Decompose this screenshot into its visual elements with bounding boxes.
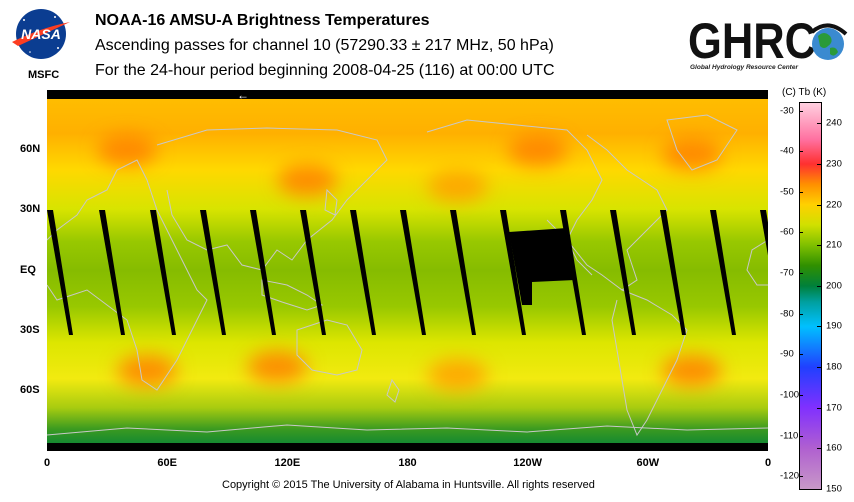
warm-region	[277, 164, 338, 197]
colorbar-tick	[817, 285, 821, 287]
colorbar-celsius-label: -40	[780, 145, 794, 157]
orbit-direction-arrow: ←	[237, 90, 249, 102]
latitude-label: 30S	[20, 323, 40, 336]
page-title: NOAA-16 AMSU-A Brightness Temperatures	[95, 12, 430, 29]
colorbar-celsius-label: -110	[780, 430, 799, 442]
swath-gap	[500, 210, 526, 335]
map-top-bar	[47, 90, 768, 99]
orbit-swath-gaps	[47, 210, 768, 335]
warm-region	[661, 138, 722, 171]
colorbar-tick	[799, 313, 803, 315]
warm-region	[247, 350, 308, 383]
colorbar-kelvin-label: 160	[826, 442, 842, 454]
colorbar-kelvin-label: 170	[826, 402, 842, 414]
nasa-logo: NASA	[12, 9, 70, 59]
colorbar-tick	[817, 326, 821, 328]
colorbar-tick	[799, 476, 803, 478]
colorbar-celsius-label: -70	[780, 267, 794, 279]
colorbar-tick	[799, 151, 803, 153]
warm-region	[427, 358, 488, 391]
colorbar-tick	[799, 232, 803, 234]
longitude-label: 180	[398, 457, 417, 469]
colorbar-tick	[817, 123, 821, 125]
colorbar-kelvin-label: 230	[826, 158, 842, 170]
swath-gap	[610, 210, 636, 335]
longitude-label: 60E	[157, 457, 177, 469]
swath-gap	[200, 210, 226, 335]
colorbar-tick	[799, 394, 803, 396]
longitude-label: 60W	[636, 457, 660, 469]
swath-gap	[760, 210, 768, 256]
longitude-label: 120W	[513, 457, 543, 469]
colorbar-celsius-label: -120	[780, 470, 800, 482]
ghrc-logo-text: GHRC	[688, 13, 816, 69]
map-bottom-bar	[47, 443, 768, 451]
colorbar-tick	[817, 489, 821, 490]
ghrc-logo: GHRC	[688, 13, 848, 69]
colorbar-tick	[799, 435, 803, 437]
warm-regions	[97, 134, 722, 391]
swath-gap	[250, 210, 276, 335]
colorbar-header: (C) Tb (K)	[782, 87, 827, 98]
channel-subtitle: Ascending passes for channel 10 (57290.3…	[95, 37, 554, 54]
colorbar-tick	[799, 110, 803, 112]
colorbar-tick	[799, 191, 803, 193]
swath-gap	[660, 210, 686, 335]
colorbar-celsius-label: -30	[780, 105, 794, 117]
missing-data-block	[509, 228, 575, 305]
colorbar-tick	[817, 407, 821, 409]
swath-gap	[300, 210, 326, 335]
brightness-temperature-map: ←	[47, 90, 768, 451]
swath-gap	[710, 210, 736, 335]
colorbar-tick	[817, 204, 821, 206]
colorbar-kelvin-label: 240	[826, 117, 842, 129]
swath-gap	[150, 210, 176, 335]
colorbar-kelvin-label: 180	[826, 361, 842, 373]
latitude-label: 30N	[20, 203, 41, 216]
colorbar-kelvin-label: 190	[826, 320, 842, 332]
warm-region	[97, 134, 158, 167]
colorbar-celsius-label: -50	[780, 186, 794, 198]
swath-gap	[47, 210, 73, 335]
swath-gap	[400, 210, 426, 335]
warm-region	[427, 170, 488, 203]
colorbar-kelvin-label: 210	[826, 239, 842, 251]
nasa-logo-text: NASA	[21, 26, 61, 42]
colorbar-tick	[817, 448, 821, 450]
warm-region	[661, 354, 722, 387]
colorbar-celsius-label: -60	[780, 226, 794, 238]
longitude-label: 0	[764, 457, 772, 469]
colorbar	[799, 102, 822, 490]
colorbar-tick	[817, 367, 821, 369]
warm-region	[507, 134, 568, 167]
colorbar-celsius-label: -80	[780, 308, 794, 320]
colorbar-tick	[799, 354, 803, 356]
swath-gap	[450, 210, 476, 335]
latitude-label: 60N	[20, 143, 41, 156]
colorbar-celsius-label: -100	[780, 389, 800, 401]
colorbar-celsius-label: -90	[780, 348, 794, 360]
period-subtitle: For the 24-hour period beginning 2008-04…	[95, 62, 555, 79]
msfc-label: MSFC	[28, 69, 60, 81]
warm-region	[117, 354, 178, 387]
longitude-label: 120E	[274, 457, 301, 469]
ghrc-subtitle: Global Hydrology Resource Center	[690, 64, 798, 71]
colorbar-tick	[817, 245, 821, 247]
latitude-label: 60S	[20, 383, 40, 396]
colorbar-kelvin-label: 220	[826, 199, 842, 211]
colorbar-tick	[817, 163, 821, 165]
colorbar-kelvin-label: 200	[826, 280, 842, 292]
swath-gap	[99, 210, 125, 335]
copyright-notice: Copyright © 2015 The University of Alaba…	[222, 479, 595, 491]
swath-gap	[350, 210, 376, 335]
longitude-label: 0	[43, 457, 51, 469]
latitude-label: EQ	[20, 263, 36, 276]
map-background	[47, 90, 768, 451]
colorbar-kelvin-label: 150	[826, 483, 842, 495]
colorbar-tick	[799, 273, 803, 275]
